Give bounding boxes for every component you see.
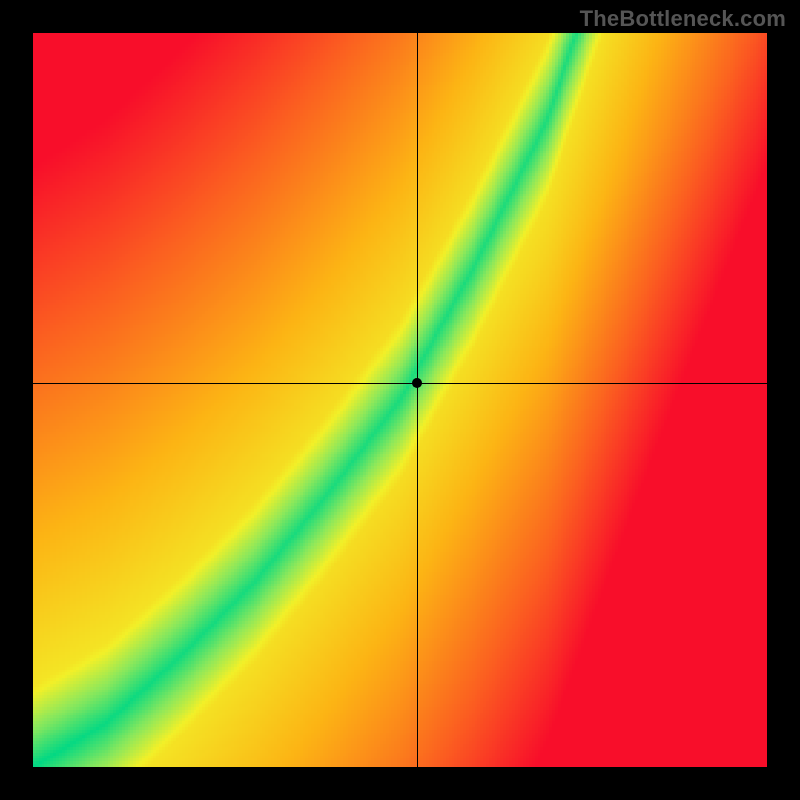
- heatmap-canvas: [33, 33, 767, 767]
- watermark-text: TheBottleneck.com: [580, 6, 786, 32]
- bottleneck-heatmap: [33, 33, 767, 767]
- chart-frame: TheBottleneck.com: [0, 0, 800, 800]
